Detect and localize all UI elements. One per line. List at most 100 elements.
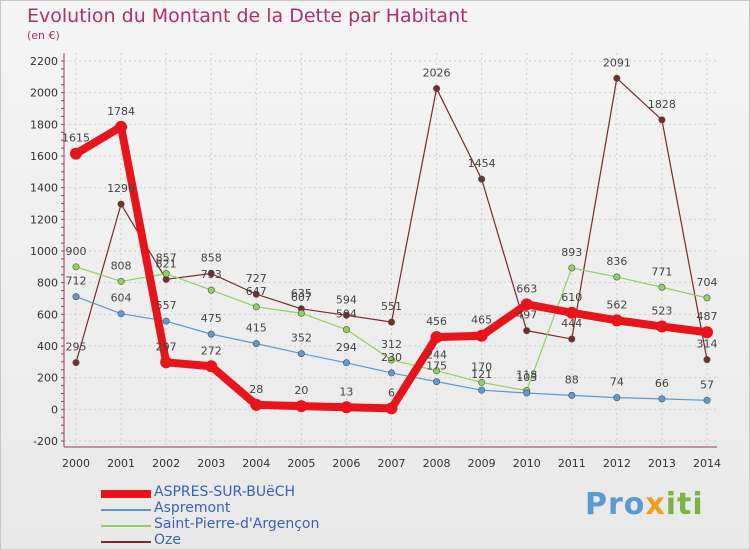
data-label: 1454 xyxy=(468,157,496,170)
data-point xyxy=(478,378,486,386)
x-tick-label: 2005 xyxy=(287,457,315,470)
y-tick-label: 1800 xyxy=(30,118,58,131)
data-point xyxy=(205,360,218,373)
data-label: 2091 xyxy=(603,56,631,69)
data-point xyxy=(523,389,531,397)
data-point xyxy=(207,286,215,294)
data-label: 704 xyxy=(697,276,718,289)
data-label: 297 xyxy=(156,340,177,353)
data-point xyxy=(340,401,353,414)
data-point xyxy=(613,394,621,402)
data-point xyxy=(162,317,170,325)
data-point xyxy=(523,327,531,335)
data-label: 294 xyxy=(336,341,357,354)
data-label: 635 xyxy=(291,287,312,300)
data-label: 1296 xyxy=(107,182,135,195)
grid-layer xyxy=(64,53,717,447)
data-label-layer: 1615 1784 297 272 28 20 13 6 456 465 663 610 562 523 4… xyxy=(62,56,718,399)
chart-title: Evolution du Montant de la Dette par Hab… xyxy=(27,5,468,27)
data-point xyxy=(565,306,578,319)
y-tick-label: 600 xyxy=(37,308,58,321)
data-point xyxy=(610,314,623,327)
data-label: 415 xyxy=(246,322,267,335)
x-tick-label: 2009 xyxy=(468,457,496,470)
data-label: 230 xyxy=(381,351,402,364)
x-tick-label: 2004 xyxy=(242,457,270,470)
data-point xyxy=(72,263,80,271)
y-tick-label: 2200 xyxy=(30,55,58,68)
series-layer xyxy=(70,74,713,415)
data-point xyxy=(162,270,170,278)
data-label: 121 xyxy=(471,368,492,381)
data-point xyxy=(701,326,713,339)
data-point xyxy=(72,359,80,367)
data-label: 2026 xyxy=(423,67,451,80)
data-label: 314 xyxy=(697,338,718,351)
data-label: 557 xyxy=(156,299,177,312)
data-point xyxy=(568,264,576,272)
data-label: 1784 xyxy=(107,105,135,118)
x-tick-label: 2002 xyxy=(152,457,180,470)
data-label: 808 xyxy=(111,259,132,272)
data-label: 6 xyxy=(388,386,395,399)
data-label: 604 xyxy=(111,292,132,305)
y-tick-label: 2000 xyxy=(30,87,58,100)
data-point xyxy=(475,329,488,342)
data-label: 594 xyxy=(336,293,357,306)
data-label: 663 xyxy=(516,282,537,295)
data-label: 13 xyxy=(339,385,353,398)
x-tick-label: 2008 xyxy=(423,457,451,470)
data-point xyxy=(297,309,305,317)
data-point xyxy=(613,273,621,281)
data-label: 1828 xyxy=(648,98,676,111)
data-label: 20 xyxy=(294,384,308,397)
y-tick-label: 1000 xyxy=(30,245,58,258)
data-point xyxy=(342,326,350,334)
y-tick-label: 1400 xyxy=(30,182,58,195)
data-label: 312 xyxy=(381,338,402,351)
data-point xyxy=(703,356,711,364)
data-point xyxy=(387,369,395,377)
data-label: 118 xyxy=(516,369,537,382)
data-point xyxy=(433,367,441,375)
legend-swatch xyxy=(101,541,151,543)
data-point xyxy=(658,116,666,124)
data-label: 352 xyxy=(291,332,312,345)
y-tick-label: 1600 xyxy=(30,150,58,163)
data-label: 57 xyxy=(700,378,714,391)
data-point xyxy=(342,359,350,367)
data-label: 647 xyxy=(246,285,267,298)
data-label: 523 xyxy=(651,305,672,318)
proxiti-logo: Proxiti xyxy=(585,487,704,522)
data-point xyxy=(703,396,711,404)
legend-swatch xyxy=(101,525,151,527)
data-point xyxy=(207,269,215,277)
data-point xyxy=(568,391,576,399)
data-label: 456 xyxy=(426,315,447,328)
data-label: 475 xyxy=(201,312,222,325)
y-tick-label: -200 xyxy=(33,435,58,448)
x-tick-label: 2014 xyxy=(693,457,721,470)
x-tick-label: 2000 xyxy=(62,457,90,470)
y-tick-label: 1200 xyxy=(30,213,58,226)
data-label: 836 xyxy=(606,255,627,268)
data-label: 28 xyxy=(249,383,263,396)
data-point xyxy=(387,356,395,364)
x-tick-label: 2003 xyxy=(197,457,225,470)
data-label: 103 xyxy=(516,371,537,384)
legend-label: Aspremont xyxy=(154,500,231,516)
data-point xyxy=(430,331,443,344)
data-label: 551 xyxy=(381,300,402,313)
data-label: 893 xyxy=(561,246,582,259)
data-point xyxy=(117,200,125,208)
legend-label: ASPRES-SUR-BUëCH xyxy=(154,484,296,500)
x-tick-label: 2013 xyxy=(648,457,676,470)
data-point xyxy=(117,310,125,318)
data-label: 295 xyxy=(66,341,87,354)
x-tick-label: 2007 xyxy=(378,457,406,470)
data-label: 272 xyxy=(201,344,222,357)
data-point xyxy=(568,335,576,343)
data-point xyxy=(207,330,215,338)
